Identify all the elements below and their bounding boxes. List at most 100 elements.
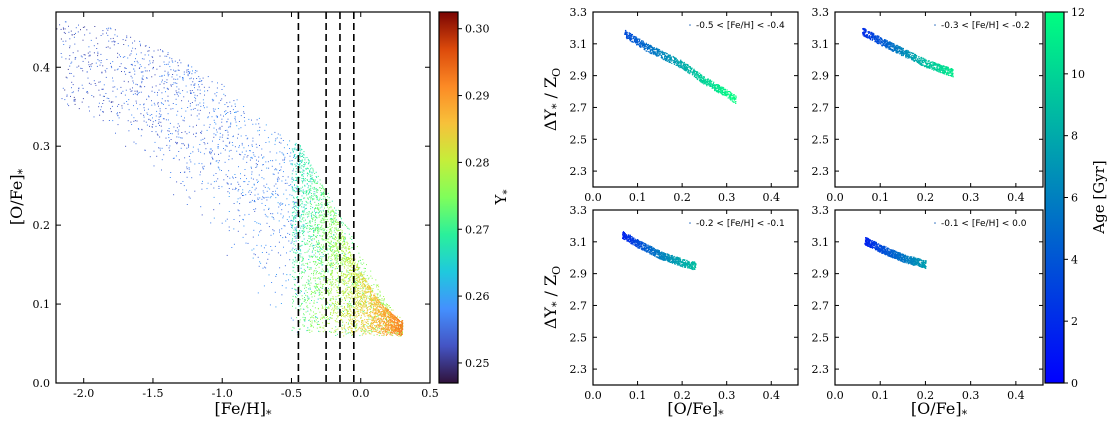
data-point [286,182,288,184]
data-point [255,167,257,168]
data-point [322,307,324,309]
data-point [301,304,302,306]
data-point [333,218,335,220]
data-point [117,112,118,114]
data-point [371,299,373,301]
data-point [359,303,361,305]
data-point [336,246,338,248]
data-point [387,327,389,329]
data-point [311,203,312,205]
data-point [303,179,305,181]
data-point [70,30,72,32]
data-point [337,316,339,318]
data-point [304,320,306,322]
data-point [347,258,349,260]
data-point [399,325,400,327]
data-point [277,212,279,214]
data-point [305,223,307,224]
data-point [354,280,356,282]
data-point [188,145,190,147]
data-point [277,176,279,178]
data-point [305,311,307,313]
data-point [316,283,318,285]
data-point [317,298,319,300]
data-point [363,325,365,327]
data-point [377,322,379,324]
data-point [359,326,361,328]
data-point [394,325,396,327]
data-point [348,305,350,307]
data-point [327,221,329,223]
data-point [365,322,367,324]
data-point [331,255,333,256]
data-point [381,313,383,315]
data-point [243,156,245,158]
data-point [153,102,155,104]
data-point [343,274,345,276]
data-point [294,237,296,239]
data-point [296,331,298,333]
data-point [375,299,377,301]
data-point [316,272,317,274]
data-point [376,310,378,312]
data-point [308,329,310,331]
data-point [245,233,247,235]
data-point [297,163,298,165]
data-point [348,286,349,288]
data-point [296,196,298,198]
data-point [296,232,298,234]
data-point [166,87,168,89]
data-point [317,307,319,309]
data-point [391,318,393,319]
data-point [343,315,345,317]
data-point [191,90,193,91]
data-point [257,199,259,200]
data-point [376,326,377,328]
data-point [104,69,106,71]
data-point [303,319,305,321]
data-point [142,75,144,77]
data-point [294,191,296,193]
data-point [227,182,229,184]
data-point [363,283,365,284]
data-point [200,132,202,134]
data-point [187,64,189,66]
data-point [315,273,317,275]
data-point [380,311,382,313]
data-point [136,102,137,104]
data-point [255,143,257,145]
data-point [292,305,293,307]
data-point [342,250,344,252]
data-point [360,326,362,328]
data-point [224,130,226,131]
data-point [314,179,316,181]
data-point [356,323,358,325]
data-point [350,292,352,294]
data-point [110,111,112,113]
data-point [375,279,377,281]
data-point [382,332,384,334]
data-point [298,205,300,207]
data-point [330,291,331,293]
data-point [204,143,206,145]
data-point [338,230,340,231]
data-point [310,267,312,269]
data-point [384,321,385,323]
data-point [272,191,274,192]
data-point [323,274,324,276]
data-point [296,226,298,228]
data-point [358,310,360,312]
data-point [119,112,121,114]
data-point [293,232,295,233]
data-point [335,221,337,223]
data-point [167,88,169,90]
data-point [145,45,147,47]
data-point [234,112,235,113]
data-point [90,64,92,66]
data-point [63,28,64,30]
data-point [401,331,403,333]
data-point [321,264,323,266]
data-point [331,210,333,212]
data-point [275,306,277,308]
data-point [308,211,310,213]
